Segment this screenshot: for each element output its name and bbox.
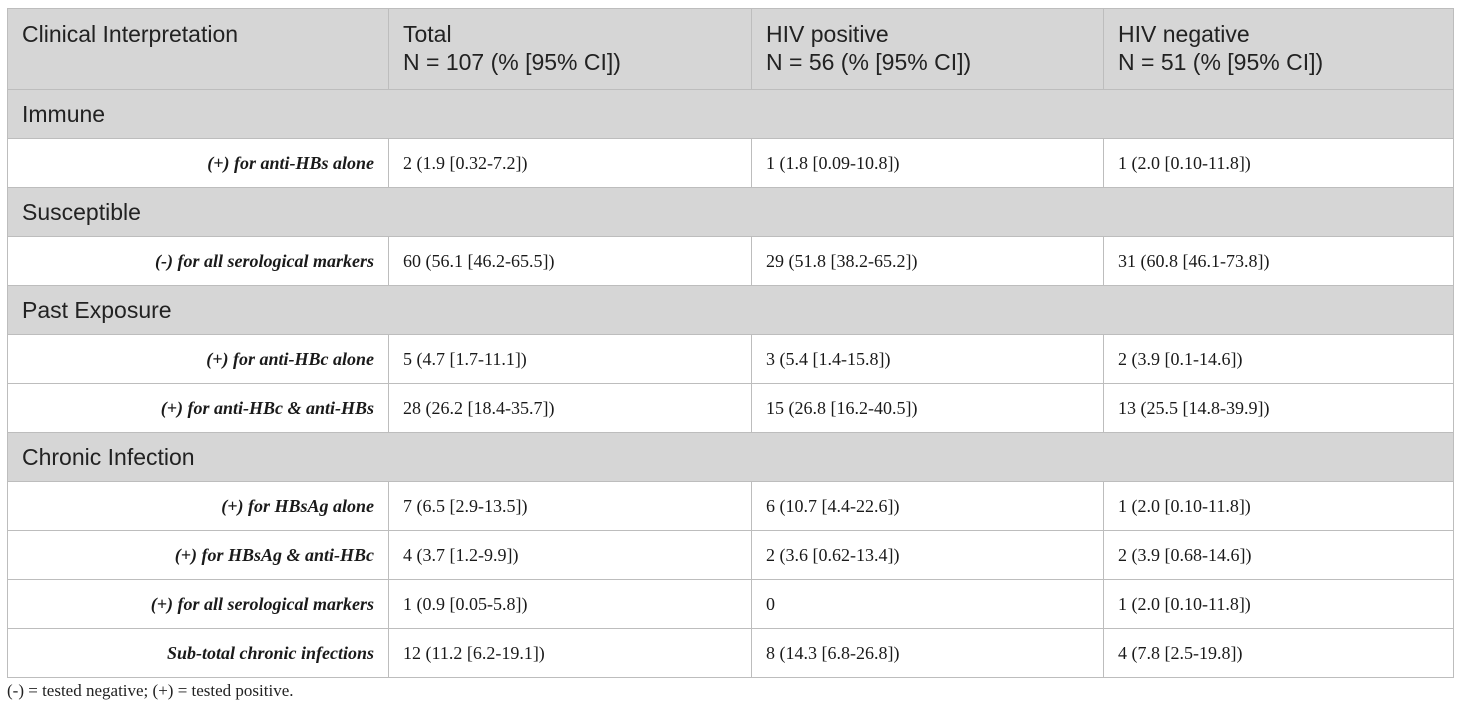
cell-hiv-positive: 0	[751, 579, 1104, 629]
cell-hiv-negative: 2 (3.9 [0.1-14.6])	[1103, 334, 1454, 384]
header-hiv-negative: HIV negative N = 51 (% [95% CI])	[1103, 8, 1454, 90]
header-total: Total N = 107 (% [95% CI])	[388, 8, 752, 90]
cell-total: 60 (56.1 [46.2-65.5])	[388, 236, 752, 286]
header-hiv-positive: HIV positive N = 56 (% [95% CI])	[751, 8, 1104, 90]
cell-hiv-negative: 2 (3.9 [0.68-14.6])	[1103, 530, 1454, 580]
header-row: Clinical Interpretation Total N = 107 (%…	[7, 8, 1454, 90]
clinical-interpretation-table: Clinical Interpretation Total N = 107 (%…	[7, 8, 1454, 678]
cell-hiv-positive: 2 (3.6 [0.62-13.4])	[751, 530, 1104, 580]
section-title: Past Exposure	[7, 285, 1454, 335]
row-label: (+) for anti-HBc alone	[7, 334, 389, 384]
section-row-immune: Immune	[7, 89, 1454, 139]
table-row: (-) for all serological markers 60 (56.1…	[7, 236, 1454, 286]
cell-total: 28 (26.2 [18.4-35.7])	[388, 383, 752, 433]
table-row: (+) for anti-HBs alone 2 (1.9 [0.32-7.2]…	[7, 138, 1454, 188]
section-title: Susceptible	[7, 187, 1454, 237]
section-title: Immune	[7, 89, 1454, 139]
table-row: (+) for anti-HBc alone 5 (4.7 [1.7-11.1]…	[7, 334, 1454, 384]
section-row-chronic-infection: Chronic Infection	[7, 432, 1454, 482]
row-label: (+) for HBsAg alone	[7, 481, 389, 531]
cell-hiv-negative: 31 (60.8 [46.1-73.8])	[1103, 236, 1454, 286]
cell-total: 2 (1.9 [0.32-7.2])	[388, 138, 752, 188]
header-clinical-interpretation: Clinical Interpretation	[7, 8, 389, 90]
cell-hiv-negative: 1 (2.0 [0.10-11.8])	[1103, 481, 1454, 531]
section-row-susceptible: Susceptible	[7, 187, 1454, 237]
cell-total: 7 (6.5 [2.9-13.5])	[388, 481, 752, 531]
row-label: (-) for all serological markers	[7, 236, 389, 286]
cell-hiv-negative: 1 (2.0 [0.10-11.8])	[1103, 138, 1454, 188]
row-label: (+) for anti-HBs alone	[7, 138, 389, 188]
section-row-past-exposure: Past Exposure	[7, 285, 1454, 335]
cell-hiv-positive: 1 (1.8 [0.09-10.8])	[751, 138, 1104, 188]
cell-total: 4 (3.7 [1.2-9.9])	[388, 530, 752, 580]
row-label: (+) for all serological markers	[7, 579, 389, 629]
row-label: Sub-total chronic infections	[7, 628, 389, 678]
cell-hiv-negative: 1 (2.0 [0.10-11.8])	[1103, 579, 1454, 629]
table-row: (+) for HBsAg & anti-HBc 4 (3.7 [1.2-9.9…	[7, 530, 1454, 580]
section-title: Chronic Infection	[7, 432, 1454, 482]
table-footnote: (-) = tested negative; (+) = tested posi…	[7, 681, 294, 700]
row-label: (+) for HBsAg & anti-HBc	[7, 530, 389, 580]
row-label: (+) for anti-HBc & anti-HBs	[7, 383, 389, 433]
cell-total: 5 (4.7 [1.7-11.1])	[388, 334, 752, 384]
table-row: (+) for HBsAg alone 7 (6.5 [2.9-13.5]) 6…	[7, 481, 1454, 531]
cell-total: 1 (0.9 [0.05-5.8])	[388, 579, 752, 629]
table-row: (+) for all serological markers 1 (0.9 […	[7, 579, 1454, 629]
cell-hiv-positive: 6 (10.7 [4.4-22.6])	[751, 481, 1104, 531]
cell-hiv-negative: 4 (7.8 [2.5-19.8])	[1103, 628, 1454, 678]
cell-hiv-positive: 15 (26.8 [16.2-40.5])	[751, 383, 1104, 433]
cell-hiv-positive: 3 (5.4 [1.4-15.8])	[751, 334, 1104, 384]
cell-hiv-negative: 13 (25.5 [14.8-39.9])	[1103, 383, 1454, 433]
cell-hiv-positive: 8 (14.3 [6.8-26.8])	[751, 628, 1104, 678]
results-table-container: Clinical Interpretation Total N = 107 (%…	[7, 8, 1454, 678]
table-row-subtotal: Sub-total chronic infections 12 (11.2 [6…	[7, 628, 1454, 678]
cell-hiv-positive: 29 (51.8 [38.2-65.2])	[751, 236, 1104, 286]
table-row: (+) for anti-HBc & anti-HBs 28 (26.2 [18…	[7, 383, 1454, 433]
cell-total: 12 (11.2 [6.2-19.1])	[388, 628, 752, 678]
